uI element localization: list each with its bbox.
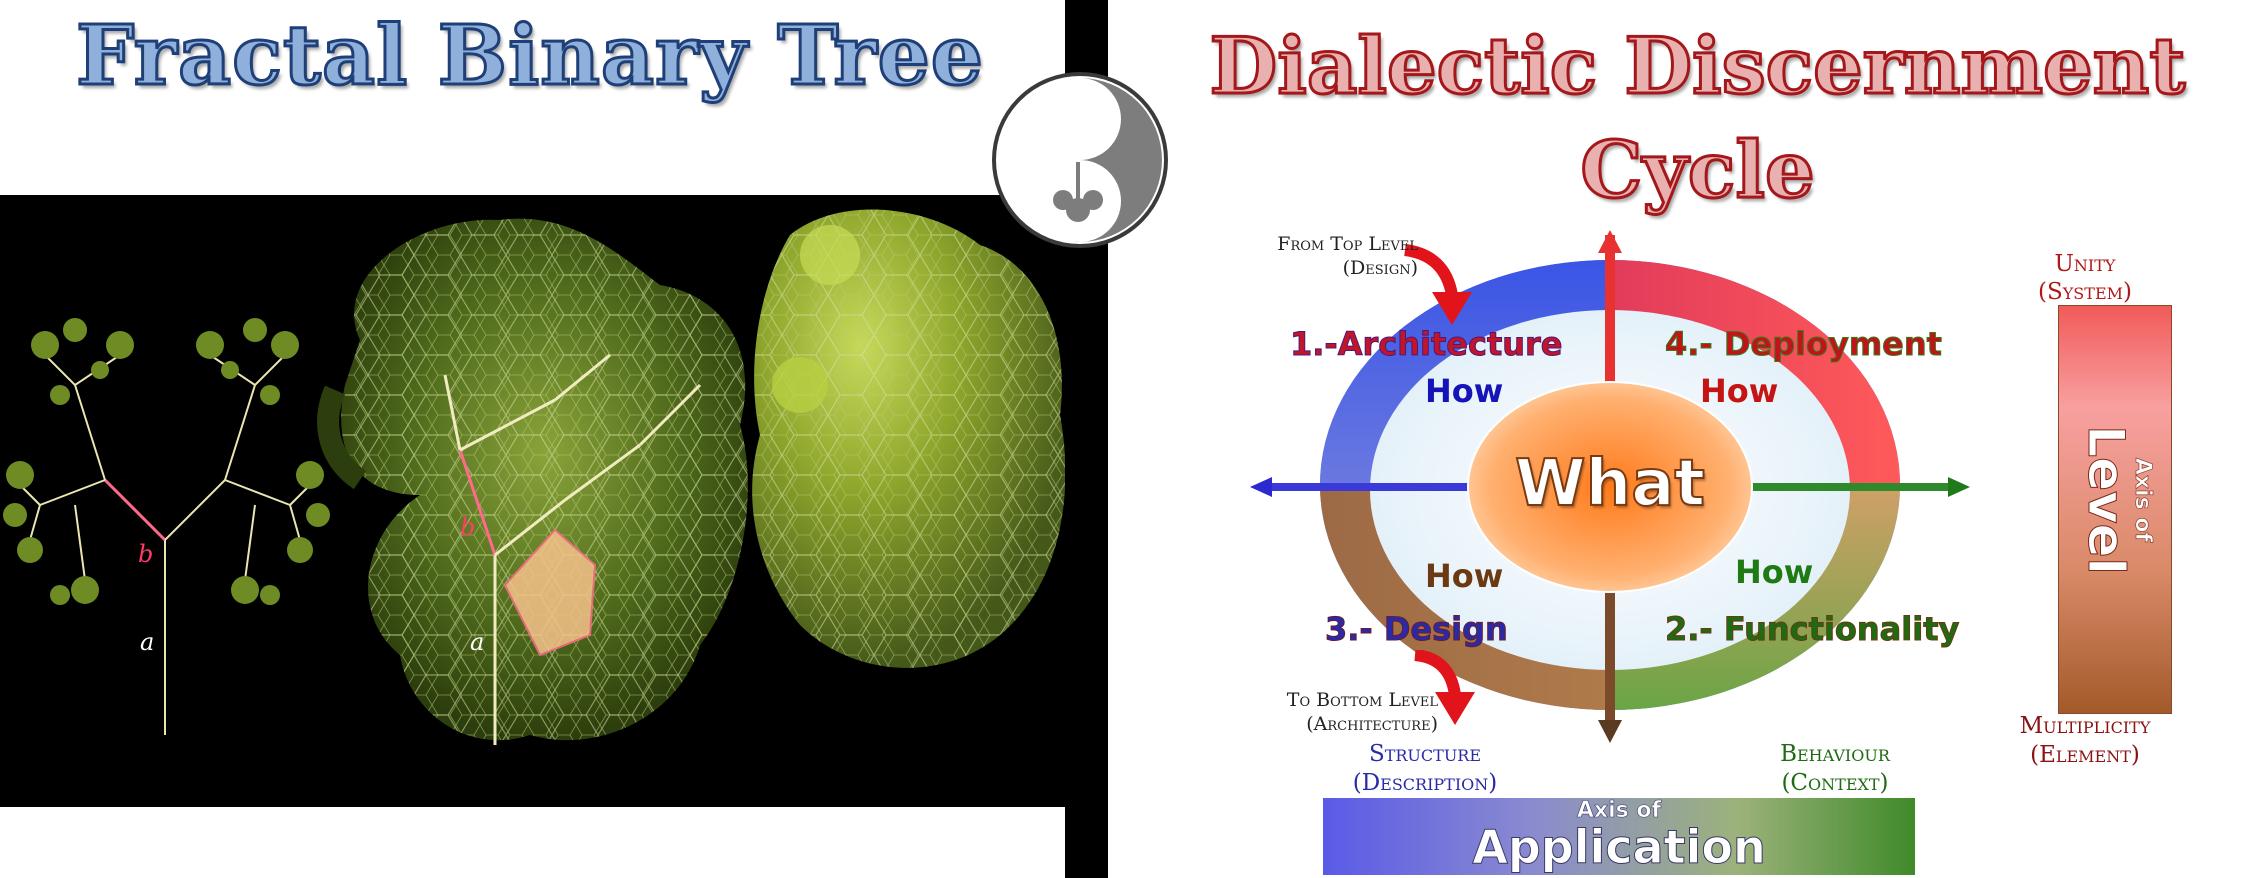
from-top-line1: From Top Level bbox=[1277, 233, 1418, 255]
quadrant-design: 3.- Design bbox=[1325, 610, 1509, 649]
fractal-tree-2 bbox=[317, 218, 748, 745]
fractal-tree-3 bbox=[752, 209, 1066, 668]
multiplicity-label: Multiplicity (Element) bbox=[1985, 712, 2185, 770]
right-title-line1: Dialectic Discernment bbox=[1208, 20, 2187, 114]
behaviour-line1: Behaviour bbox=[1780, 741, 1890, 767]
behaviour-line2: (Context) bbox=[1781, 770, 1889, 796]
how-label-top-right: How bbox=[1700, 372, 1779, 410]
axis-of-application-big: Application bbox=[1472, 820, 1766, 875]
angle-label-b2: b bbox=[460, 513, 475, 541]
to-bottom-line1: To Bottom Level bbox=[1286, 689, 1438, 711]
multiplicity-line2: (Element) bbox=[2030, 742, 2140, 768]
yin-yang-tree-logo bbox=[990, 70, 1170, 250]
to-bottom-label: To Bottom Level (Architecture) bbox=[1258, 688, 1438, 736]
axis-of-application-small: Axis of bbox=[1576, 798, 1662, 824]
quadrant-deployment: 4.- Deployment bbox=[1665, 325, 1943, 364]
axis-of-level-text: Axis of Level bbox=[2075, 405, 2156, 595]
structure-line2: (Description) bbox=[1352, 770, 1498, 796]
how-label-top-left: How bbox=[1425, 372, 1504, 410]
fractal-tree-1-leaves bbox=[3, 318, 330, 605]
quadrant-functionality: 2.- Functionality bbox=[1664, 610, 1960, 649]
axis-of-level-bar bbox=[2058, 305, 2172, 714]
axis-of-application-bar: Axis of Application bbox=[1323, 798, 1915, 875]
how-label-bottom-right: How bbox=[1735, 553, 1814, 591]
unity-line1: Unity bbox=[2054, 251, 2116, 277]
dialectic-cycle-diagram bbox=[1240, 225, 1980, 750]
center-what-label: What bbox=[1514, 446, 1706, 522]
angle-label-b1: b bbox=[138, 540, 153, 568]
angle-label-a2: a bbox=[470, 628, 484, 656]
fractal-tree-1 bbox=[19, 354, 311, 735]
fractal-trees-illustration: b a b a bbox=[3, 209, 1066, 745]
right-title-line2: Cycle bbox=[1579, 124, 1816, 218]
to-bottom-line2: (Architecture) bbox=[1306, 713, 1438, 735]
left-title: Fractal Binary Tree bbox=[75, 7, 985, 106]
behaviour-label: Behaviour (Context) bbox=[1745, 740, 1925, 798]
from-top-label: From Top Level (Design) bbox=[1258, 232, 1418, 280]
unity-label: Unity (System) bbox=[1985, 250, 2185, 306]
axis-of-level-big: Level bbox=[2077, 425, 2136, 575]
structure-line1: Structure bbox=[1368, 741, 1482, 767]
how-label-bottom-left: How bbox=[1425, 557, 1504, 595]
from-top-arrow-icon bbox=[1400, 240, 1480, 330]
structure-label: Structure (Description) bbox=[1310, 740, 1540, 798]
to-bottom-arrow-icon bbox=[1410, 649, 1490, 730]
right-title: Dialectic Discernment Cycle bbox=[1175, 15, 2220, 223]
from-top-line2: (Design) bbox=[1342, 257, 1418, 279]
multiplicity-line1: Multiplicity bbox=[2019, 713, 2151, 739]
angle-label-a1: a bbox=[140, 628, 154, 656]
quadrant-architecture: 1.-Architecture bbox=[1290, 325, 1563, 364]
fractal-panel: b a b a bbox=[0, 195, 1066, 807]
unity-line2: (System) bbox=[2038, 279, 2132, 305]
